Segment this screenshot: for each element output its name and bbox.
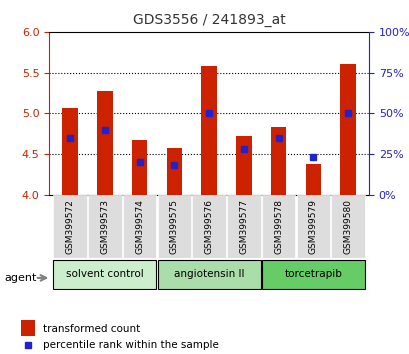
Text: percentile rank within the sample: percentile rank within the sample xyxy=(43,340,218,350)
Text: GSM399578: GSM399578 xyxy=(274,199,283,254)
Text: angiotensin II: angiotensin II xyxy=(173,269,244,279)
Text: GSM399573: GSM399573 xyxy=(100,199,109,254)
Text: GSM399574: GSM399574 xyxy=(135,199,144,254)
FancyBboxPatch shape xyxy=(157,195,191,258)
Bar xyxy=(97,91,112,195)
Bar xyxy=(20,320,35,336)
Bar xyxy=(339,64,355,195)
Text: GSM399576: GSM399576 xyxy=(204,199,213,254)
FancyBboxPatch shape xyxy=(261,260,364,289)
Text: solvent control: solvent control xyxy=(66,269,143,279)
FancyBboxPatch shape xyxy=(53,260,156,289)
Bar xyxy=(166,148,182,195)
Text: torcetrapib: torcetrapib xyxy=(284,269,342,279)
FancyBboxPatch shape xyxy=(123,195,156,258)
Bar xyxy=(131,140,147,195)
FancyBboxPatch shape xyxy=(227,195,260,258)
Bar xyxy=(62,108,78,195)
Text: agent: agent xyxy=(4,273,36,283)
FancyBboxPatch shape xyxy=(192,195,225,258)
Text: GSM399579: GSM399579 xyxy=(308,199,317,254)
Title: GDS3556 / 241893_at: GDS3556 / 241893_at xyxy=(133,13,285,27)
Text: GSM399572: GSM399572 xyxy=(65,199,74,254)
FancyBboxPatch shape xyxy=(330,195,364,258)
Bar xyxy=(236,136,251,195)
FancyBboxPatch shape xyxy=(88,195,121,258)
Text: GSM399575: GSM399575 xyxy=(169,199,178,254)
FancyBboxPatch shape xyxy=(53,195,87,258)
Text: transformed count: transformed count xyxy=(43,324,139,334)
FancyBboxPatch shape xyxy=(296,195,329,258)
Text: GSM399580: GSM399580 xyxy=(343,199,352,254)
FancyBboxPatch shape xyxy=(261,195,294,258)
Bar xyxy=(201,66,216,195)
FancyBboxPatch shape xyxy=(157,260,260,289)
Text: GSM399577: GSM399577 xyxy=(239,199,248,254)
Bar xyxy=(270,127,286,195)
Bar xyxy=(305,164,320,195)
